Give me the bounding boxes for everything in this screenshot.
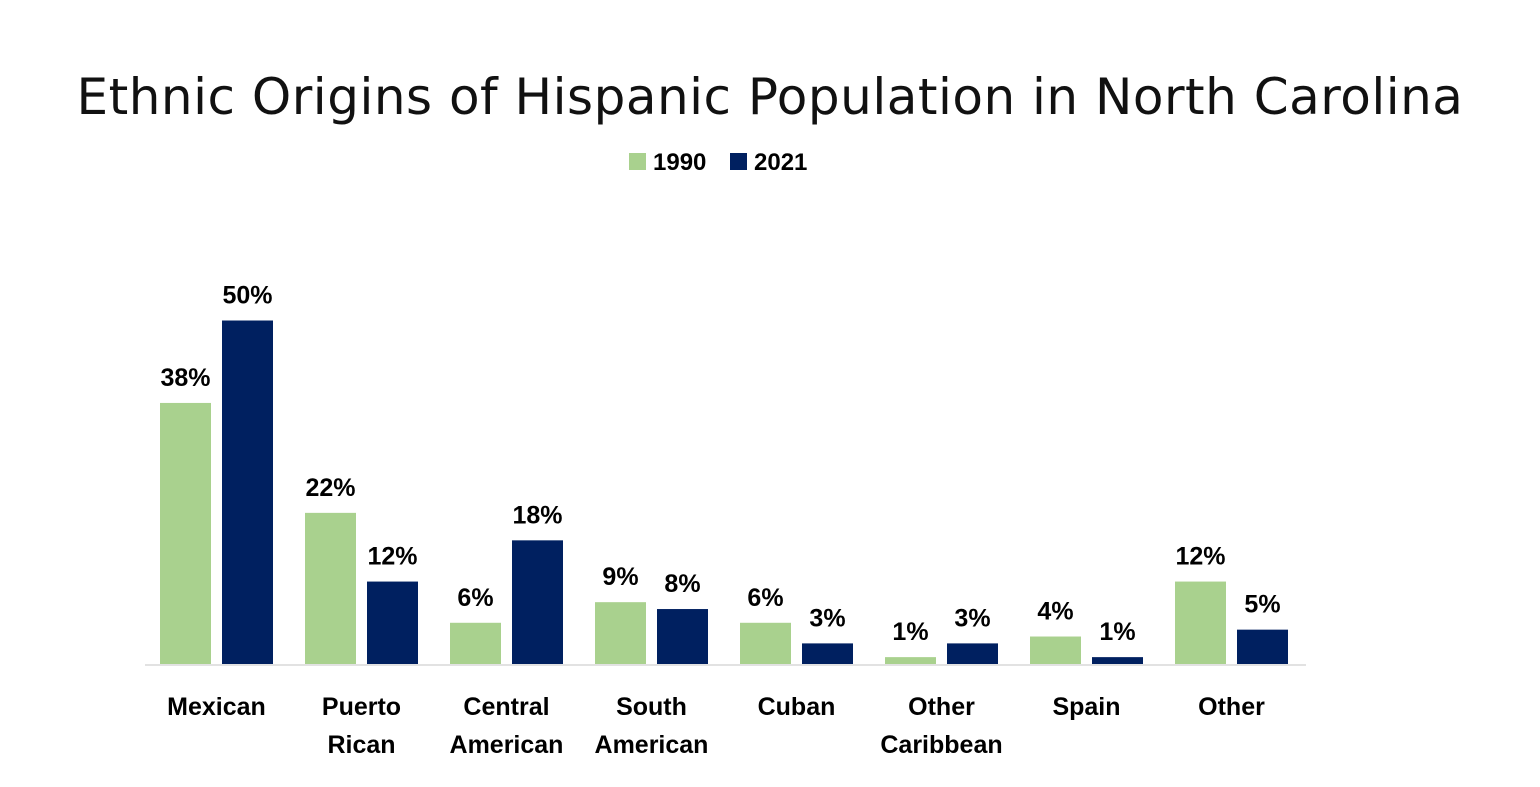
value-label-1990-central-american: 6% [457,584,493,612]
legend: 1990 2021 [629,149,807,176]
value-label-2021-cuban: 3% [809,604,845,632]
category-label-other-caribbean-line-1: Other [908,693,975,721]
category-label-other-caribbean-line-2: Caribbean [880,731,1002,759]
legend-label-1990: 1990 [653,149,706,176]
value-label-2021-other: 5% [1244,591,1280,619]
value-label-2021-mexican: 50% [222,282,272,310]
bar-1990-puerto-rican [305,512,356,664]
bar-1990-other [1175,581,1226,664]
category-label-central-american-line-2: American [450,731,564,759]
category-label-spain: Spain [1052,693,1120,721]
category-label-puerto-rican-line-2: Rican [327,731,395,759]
value-label-2021-puerto-rican: 12% [367,543,417,571]
legend-swatch-1990 [629,153,646,170]
category-label-mexican: Mexican [167,693,266,721]
category-labels-layer: Mexican Puerto Rican Central American South Am… [167,693,1265,759]
category-label-other: Other [1198,693,1265,721]
bar-1990-cuban [740,622,791,664]
bar-1990-spain [1030,636,1081,664]
value-label-1990-south-american: 9% [602,563,638,591]
bar-1990-other-caribbean [885,657,936,664]
value-label-2021-spain: 1% [1099,618,1135,646]
value-label-2021-other-caribbean: 3% [954,604,990,632]
bars-layer [160,320,1288,664]
value-label-2021-central-american: 18% [512,501,562,529]
legend-swatch-2021 [730,153,747,170]
value-label-1990-other: 12% [1175,543,1225,571]
bar-1990-south-american [595,602,646,664]
legend-label-2021: 2021 [754,149,807,176]
bar-2021-spain [1092,657,1143,664]
category-label-south-american-line-1: South [616,693,687,721]
bar-2021-mexican [222,320,273,664]
value-labels-layer: 38% 50% 22% 12% 6% 18% 9% 8% 6% 3% 1% 3% 4% 1% 12% 5% [160,282,1280,647]
category-label-puerto-rican-line-1: Puerto [322,693,401,721]
bar-1990-central-american [450,622,501,664]
value-label-1990-spain: 4% [1037,598,1073,626]
bar-2021-central-american [512,540,563,664]
bar-2021-other-caribbean [947,643,998,664]
bar-1990-mexican [160,402,211,664]
value-label-1990-cuban: 6% [747,584,783,612]
bar-2021-south-american [657,609,708,664]
value-label-1990-other-caribbean: 1% [892,618,928,646]
value-label-2021-south-american: 8% [664,570,700,598]
value-label-1990-puerto-rican: 22% [305,474,355,502]
category-label-south-american-line-2: American [595,731,709,759]
bar-2021-other [1237,629,1288,664]
bar-2021-cuban [802,643,853,664]
category-label-cuban: Cuban [758,693,836,721]
category-label-central-american-line-1: Central [463,693,549,721]
chart-title: Ethnic Origins of Hispanic Population in… [76,68,1464,126]
value-label-1990-mexican: 38% [160,364,210,392]
bar-2021-puerto-rican [367,581,418,664]
